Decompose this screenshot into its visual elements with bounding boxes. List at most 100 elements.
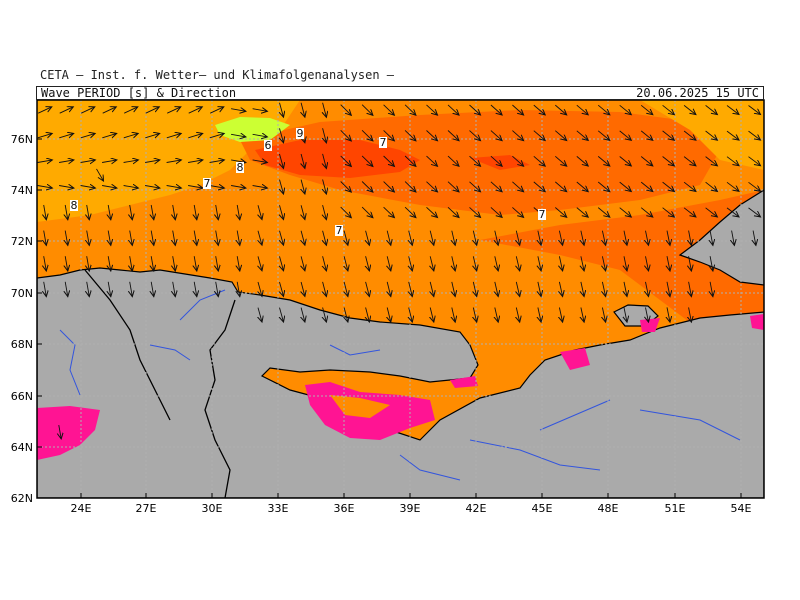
direction-arrow <box>689 307 692 322</box>
direction-arrow <box>452 281 455 297</box>
direction-arrow <box>252 134 268 137</box>
direction-arrow <box>602 256 605 271</box>
direction-arrow <box>216 281 219 297</box>
direction-arrow <box>323 204 327 220</box>
direction-arrow <box>340 206 352 218</box>
direction-arrow <box>301 281 305 296</box>
direction-arrow <box>667 307 670 322</box>
direction-arrow <box>65 281 68 297</box>
direction-arrow <box>80 186 96 189</box>
direction-arrow <box>237 281 240 297</box>
contour-label-text: 6 <box>265 139 272 152</box>
direction-arrow <box>387 281 391 297</box>
direction-arrow <box>683 156 696 166</box>
direction-arrow <box>662 104 675 114</box>
direction-arrow <box>37 133 52 137</box>
direction-arrow <box>237 256 240 271</box>
direction-arrow <box>252 186 268 189</box>
direction-arrow <box>209 160 225 163</box>
direction-arrow <box>430 230 434 246</box>
lat-tick-label: 64N <box>11 441 33 454</box>
contour-label-text: 8 <box>71 199 78 212</box>
direction-arrow <box>145 107 160 114</box>
direction-arrow <box>409 281 413 297</box>
direction-arrow <box>340 155 352 167</box>
direction-arrow <box>59 133 73 137</box>
direction-arrow <box>705 130 718 140</box>
direction-arrow <box>216 204 219 220</box>
lon-tick-label: 42E <box>466 502 487 515</box>
direction-arrow <box>188 133 202 137</box>
direction-arrow <box>37 160 53 163</box>
direction-arrow <box>430 307 434 323</box>
direction-arrow <box>340 129 352 141</box>
direction-arrow <box>495 281 498 297</box>
direction-arrow <box>597 130 610 141</box>
direction-arrow <box>383 206 395 217</box>
direction-arrow <box>576 156 588 166</box>
direction-arrow <box>602 281 605 297</box>
direction-arrow <box>689 230 692 246</box>
direction-arrow <box>667 230 670 246</box>
direction-arrow <box>469 181 481 192</box>
direction-arrow <box>640 130 653 140</box>
direction-arrow <box>210 107 224 114</box>
direction-arrow <box>640 104 653 114</box>
direction-arrow <box>167 107 181 114</box>
direction-arrow <box>705 105 718 114</box>
direction-arrow <box>37 186 53 189</box>
direction-arrow <box>469 130 481 141</box>
direction-arrow <box>366 307 370 323</box>
direction-arrow <box>646 307 649 323</box>
contour-label: 6 <box>264 139 272 152</box>
direction-arrow <box>366 230 370 246</box>
direction-arrow <box>404 206 416 217</box>
direction-arrow <box>344 307 348 323</box>
coastal-low-period-west <box>37 406 100 460</box>
contour-label: 9 <box>296 127 304 140</box>
direction-arrow <box>559 230 562 246</box>
lon-tick-label: 27E <box>136 502 157 515</box>
direction-arrow <box>108 230 111 246</box>
direction-arrow <box>173 204 176 220</box>
direction-arrow <box>323 102 327 118</box>
direction-arrow <box>469 155 481 166</box>
direction-arrow <box>469 207 481 217</box>
direction-arrow <box>490 181 502 192</box>
direction-arrow <box>555 155 566 166</box>
direction-arrow <box>44 281 47 297</box>
direction-arrow <box>732 230 735 246</box>
direction-arrow <box>576 130 588 141</box>
direction-arrow <box>404 181 416 192</box>
direction-arrow <box>123 160 139 163</box>
direction-arrow <box>258 230 262 245</box>
contour-label-text: 9 <box>297 127 304 140</box>
direction-arrow <box>710 256 713 271</box>
direction-arrow <box>495 307 498 323</box>
direction-arrow <box>469 104 481 115</box>
direction-arrow <box>624 256 627 271</box>
direction-arrow <box>748 207 761 217</box>
direction-arrow <box>597 181 610 192</box>
direction-arrow <box>151 281 154 297</box>
direction-arrow <box>646 230 649 246</box>
contour-label-text: 7 <box>336 224 343 237</box>
direction-arrow <box>726 207 739 217</box>
direction-arrow <box>576 104 588 115</box>
direction-arrow <box>209 133 224 137</box>
direction-arrow <box>559 307 562 323</box>
direction-arrow <box>383 130 395 140</box>
direction-arrow <box>473 281 476 297</box>
direction-arrow <box>216 230 219 246</box>
contour-label: 7 <box>379 136 387 149</box>
direction-arrow <box>640 207 653 217</box>
direction-arrow <box>748 156 761 166</box>
direction-arrow <box>512 181 523 192</box>
direction-arrow <box>280 307 284 322</box>
direction-arrow <box>597 104 610 115</box>
direction-arrow <box>280 102 284 117</box>
direction-arrow <box>447 104 459 115</box>
datetime-label: 20.06.2025 15 UTC <box>636 86 759 100</box>
direction-arrow <box>387 256 391 271</box>
direction-arrow <box>559 281 562 297</box>
